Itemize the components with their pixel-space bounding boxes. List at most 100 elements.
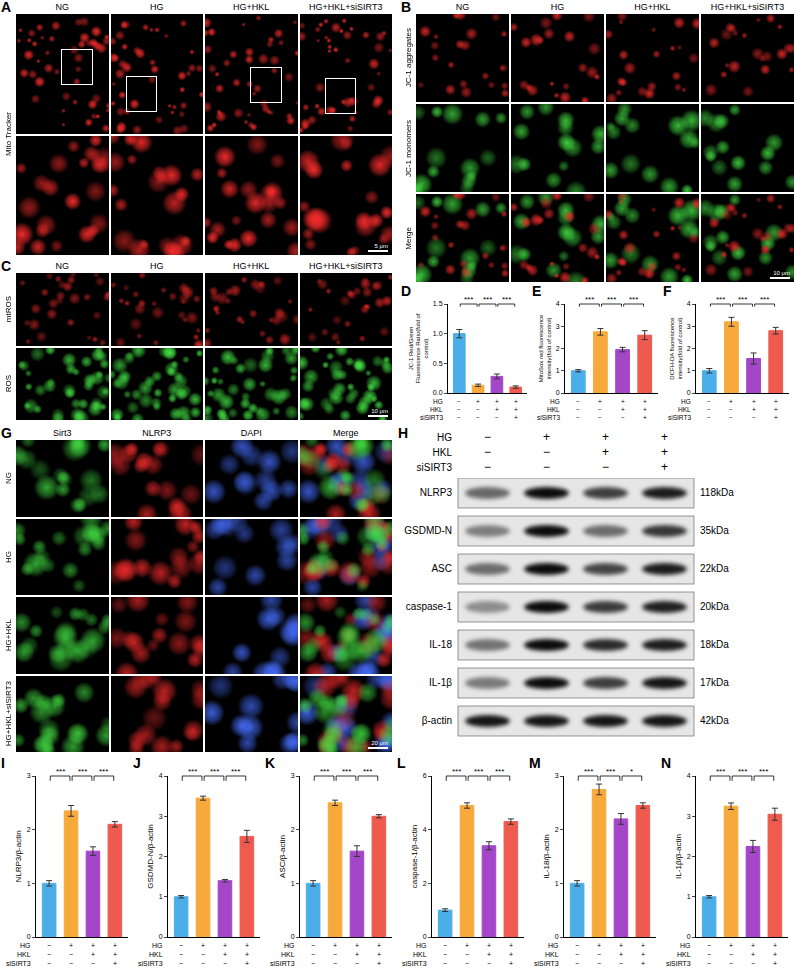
svg-text:−: − <box>333 951 337 958</box>
svg-text:+: + <box>514 414 518 421</box>
svg-text:+: + <box>509 960 513 967</box>
svg-text:−: − <box>311 951 315 958</box>
svg-text:+: + <box>751 942 755 949</box>
svg-text:HG: HG <box>433 398 443 405</box>
svg-text:−: − <box>598 406 602 413</box>
svg-text:HG: HG <box>548 942 559 949</box>
svg-text:HKL: HKL <box>17 951 31 958</box>
svg-text:***: *** <box>738 767 747 776</box>
svg-text:−: − <box>201 951 205 958</box>
svg-text:+: + <box>773 942 777 949</box>
svg-text:***: *** <box>502 295 511 304</box>
svg-text:***: *** <box>606 767 615 776</box>
svg-text:***: *** <box>210 767 219 776</box>
svg-text:4: 4 <box>556 300 560 307</box>
svg-text:+: + <box>377 942 381 949</box>
svg-text:−: − <box>443 942 447 949</box>
svg-text:+: + <box>113 942 117 949</box>
svg-text:siSIRT3: siSIRT3 <box>534 960 559 967</box>
svg-text:+: + <box>619 942 623 949</box>
svg-text:2: 2 <box>423 880 427 887</box>
svg-text:+: + <box>619 951 623 958</box>
svg-text:siSIRT3: siSIRT3 <box>138 960 163 967</box>
svg-text:+: + <box>223 951 227 958</box>
svg-text:−: − <box>443 960 447 967</box>
svg-text:+: + <box>495 406 499 413</box>
svg-text:4: 4 <box>423 826 427 833</box>
svg-text:HG: HG <box>681 398 691 405</box>
svg-text:+: + <box>773 951 777 958</box>
svg-text:2: 2 <box>687 345 691 352</box>
svg-text:−: − <box>751 960 755 967</box>
svg-text:siSIRT3: siSIRT3 <box>666 960 691 967</box>
svg-text:−: − <box>69 960 73 967</box>
svg-text:+: + <box>752 406 756 413</box>
svg-text:−: − <box>621 414 625 421</box>
svg-text:2: 2 <box>159 853 163 860</box>
svg-text:***: *** <box>231 767 240 776</box>
svg-text:−: − <box>752 414 756 421</box>
svg-text:MitoSox red fluorescenceintens: MitoSox red fluorescenceintensity(fold o… <box>538 314 552 382</box>
svg-text:0: 0 <box>291 933 295 940</box>
svg-text:*: * <box>630 767 633 776</box>
svg-text:−: − <box>457 398 461 405</box>
svg-text:***: *** <box>56 767 65 776</box>
svg-text:−: − <box>707 960 711 967</box>
svg-text:+: + <box>774 414 778 421</box>
svg-text:***: *** <box>759 767 768 776</box>
svg-text:−: − <box>201 960 205 967</box>
svg-text:siSIRT3: siSIRT3 <box>537 414 560 421</box>
svg-text:−: − <box>707 406 711 413</box>
svg-text:−: − <box>179 942 183 949</box>
svg-text:+: + <box>729 942 733 949</box>
svg-text:NLRP3/β-actin: NLRP3/β-actin <box>14 830 23 882</box>
svg-text:+: + <box>641 942 645 949</box>
svg-text:−: − <box>729 960 733 967</box>
svg-text:HG: HG <box>20 942 31 949</box>
svg-text:+: + <box>641 951 645 958</box>
svg-text:−: − <box>91 960 95 967</box>
svg-text:***: *** <box>78 767 87 776</box>
svg-text:+: + <box>643 406 647 413</box>
svg-text:−: − <box>575 942 579 949</box>
svg-text:GSDMD-N/β-actin: GSDMD-N/β-actin <box>146 824 155 889</box>
svg-text:+: + <box>729 398 733 405</box>
svg-text:+: + <box>773 960 777 967</box>
svg-text:−: − <box>576 406 580 413</box>
svg-text:***: *** <box>495 767 504 776</box>
svg-text:2: 2 <box>555 826 559 833</box>
svg-text:+: + <box>223 942 227 949</box>
svg-text:1: 1 <box>291 880 295 887</box>
svg-text:HKL: HKL <box>678 406 691 413</box>
svg-text:4: 4 <box>687 772 691 779</box>
svg-text:0.5: 0.5 <box>433 360 443 367</box>
svg-text:3: 3 <box>555 772 559 779</box>
svg-text:siSIRT3: siSIRT3 <box>270 960 295 967</box>
svg-text:2: 2 <box>27 826 31 833</box>
svg-text:+: + <box>245 942 249 949</box>
svg-text:siSIRT3: siSIRT3 <box>420 414 443 421</box>
svg-text:−: − <box>707 951 711 958</box>
svg-text:+: + <box>487 942 491 949</box>
svg-text:−: − <box>476 414 480 421</box>
svg-text:3: 3 <box>291 772 295 779</box>
svg-text:siSIRT3: siSIRT3 <box>6 960 31 967</box>
svg-text:−: − <box>443 951 447 958</box>
svg-text:4: 4 <box>159 772 163 779</box>
svg-text:−: − <box>597 960 601 967</box>
svg-text:2: 2 <box>291 826 295 833</box>
svg-text:−: − <box>597 951 601 958</box>
svg-text:+: + <box>465 942 469 949</box>
svg-text:siSIRT3: siSIRT3 <box>668 414 691 421</box>
svg-text:2: 2 <box>687 853 691 860</box>
svg-text:+: + <box>751 951 755 958</box>
svg-text:3: 3 <box>159 813 163 820</box>
svg-text:0: 0 <box>27 933 31 940</box>
svg-text:−: − <box>311 960 315 967</box>
svg-text:***: *** <box>99 767 108 776</box>
svg-text:−: − <box>575 951 579 958</box>
svg-text:***: *** <box>738 295 747 304</box>
svg-text:HKL: HKL <box>547 406 560 413</box>
svg-text:***: *** <box>629 295 638 304</box>
svg-text:−: − <box>69 951 73 958</box>
